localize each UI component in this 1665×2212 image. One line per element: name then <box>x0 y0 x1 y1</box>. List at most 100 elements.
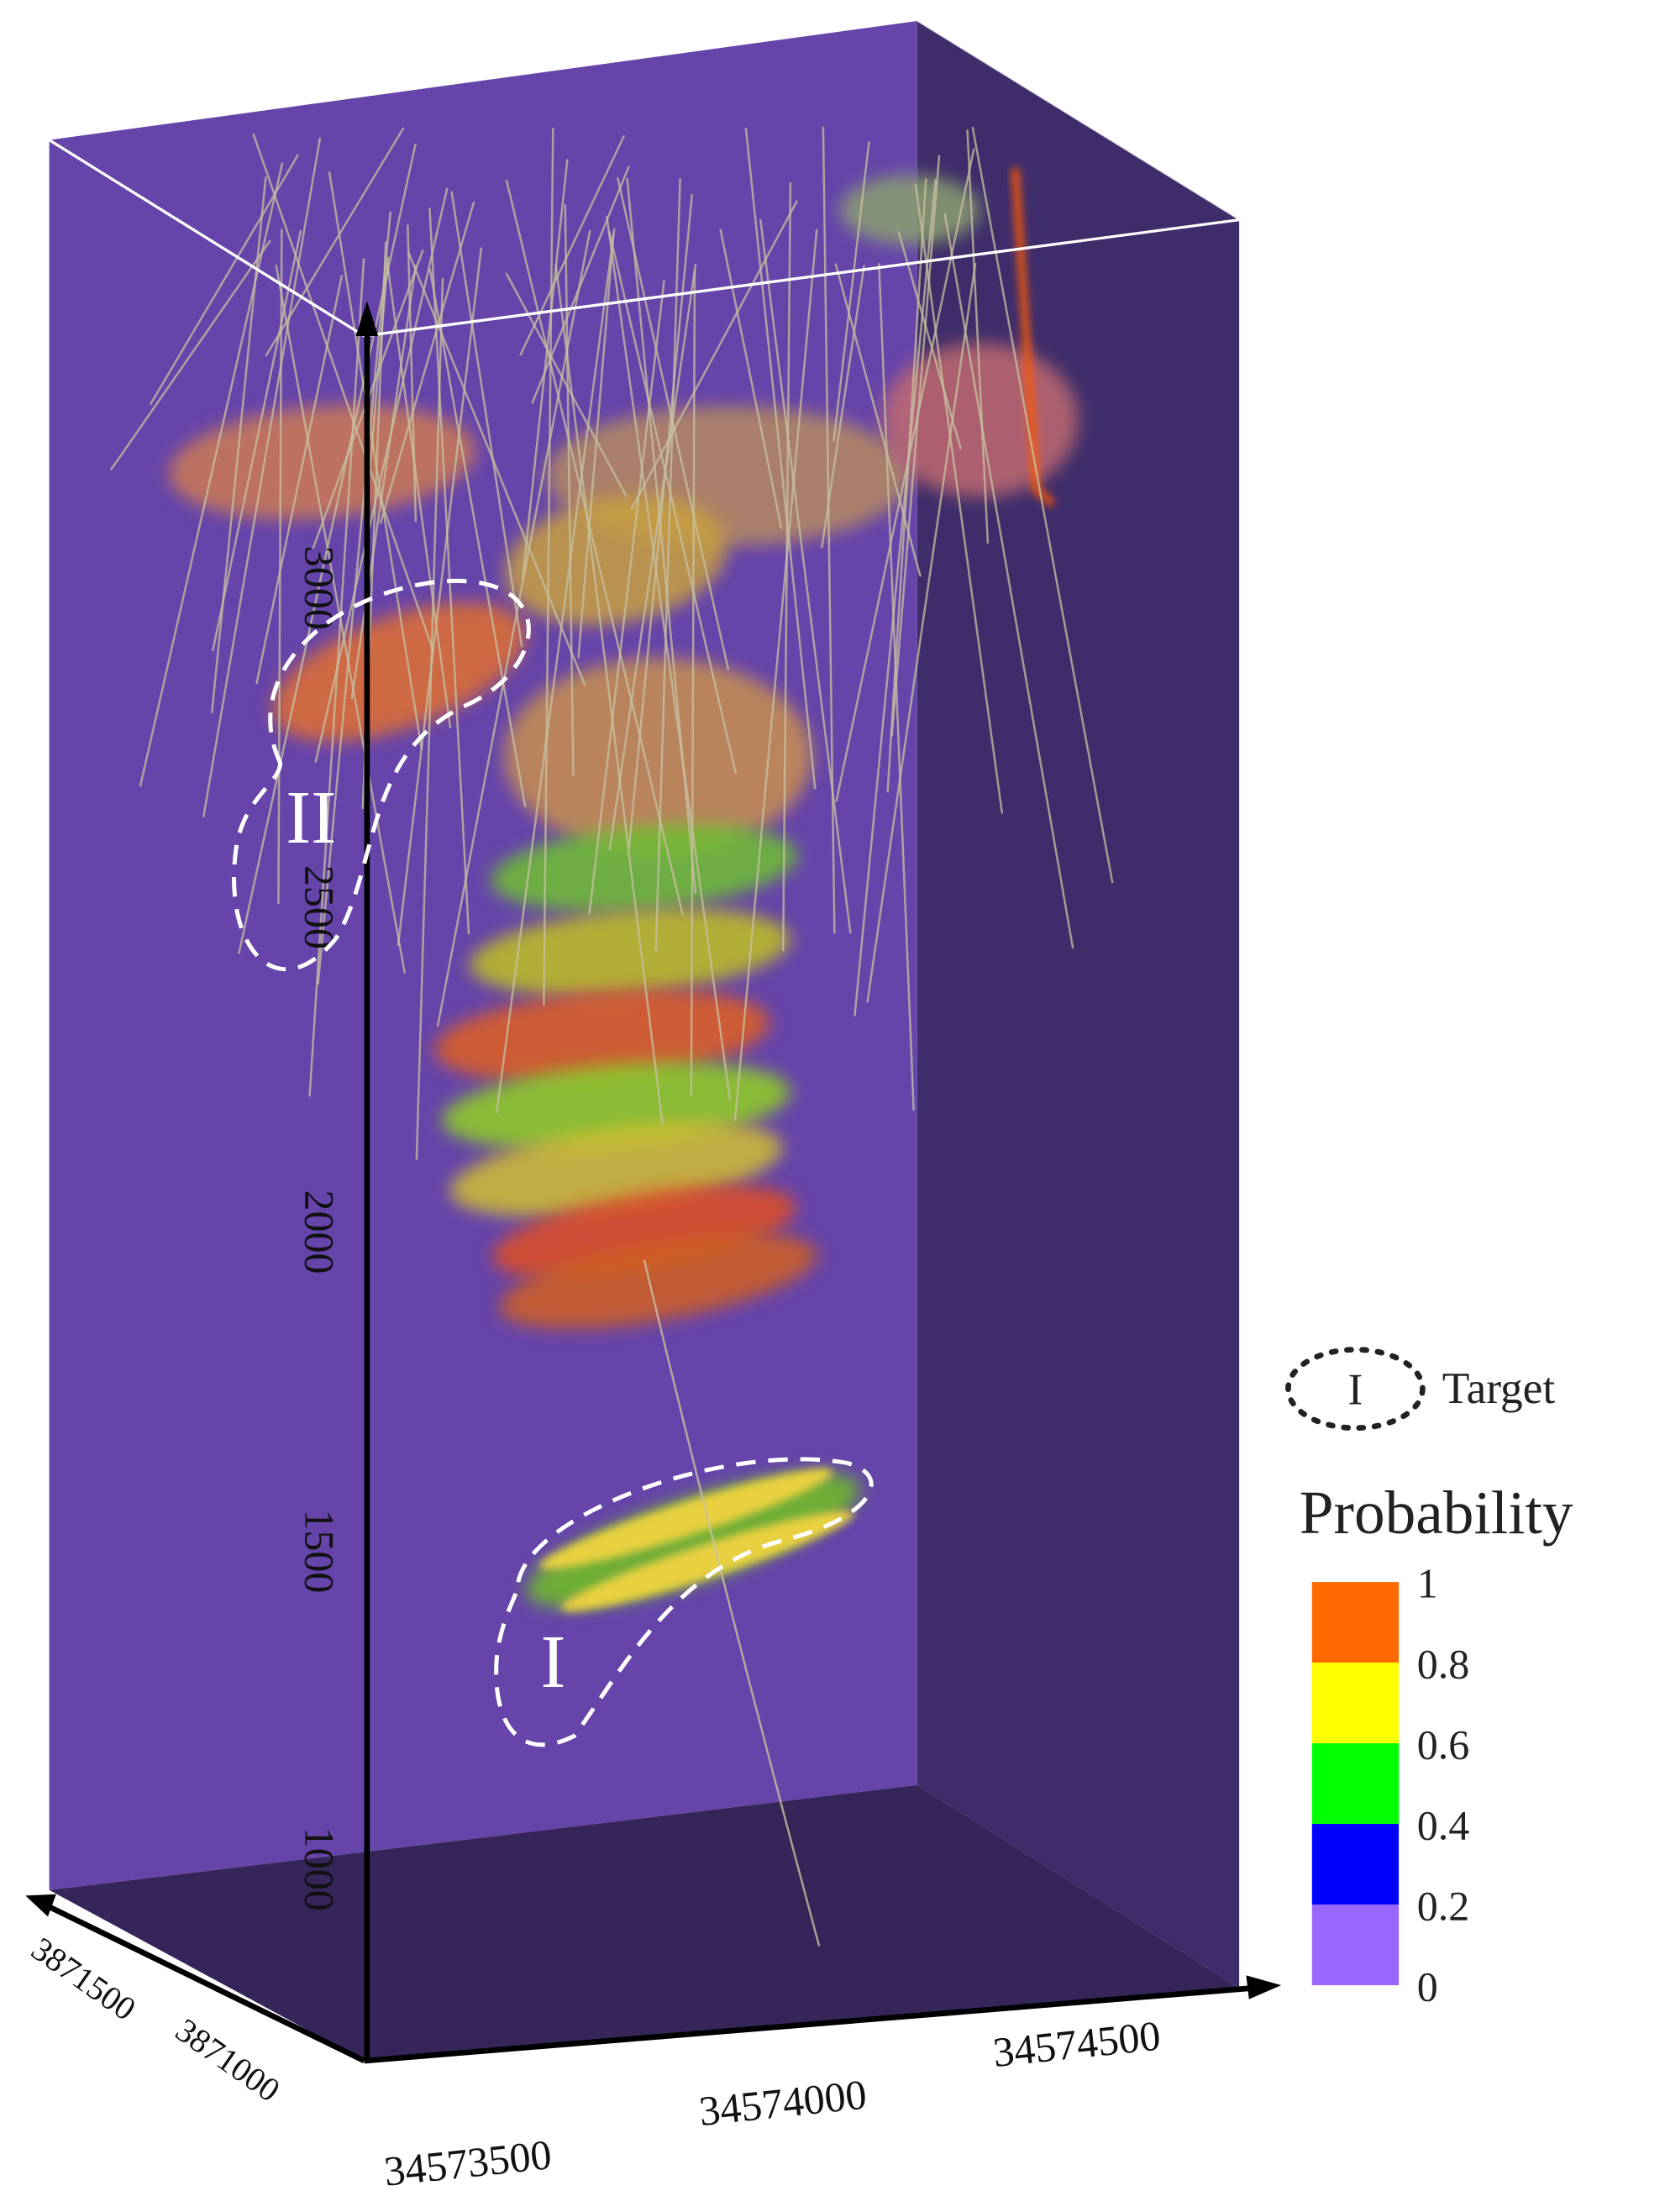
z-tick-label: 2500 <box>297 865 344 949</box>
target-outlines <box>232 579 874 1747</box>
drill-hole <box>822 126 836 934</box>
drill-hole <box>744 128 817 790</box>
drill-hole <box>608 263 697 851</box>
colorbar-tick-label: 0.6 <box>1417 1721 1469 1768</box>
drill-hole <box>531 166 630 404</box>
drill-hole <box>834 263 922 577</box>
drill-hole <box>397 247 483 946</box>
drill-hole <box>654 178 681 952</box>
volume-blob <box>499 1233 817 1329</box>
drill-hole <box>407 251 586 686</box>
drill-hole <box>505 272 628 497</box>
volume-blob <box>560 1511 854 1611</box>
drill-hole <box>407 224 418 523</box>
drill-hole <box>781 181 792 951</box>
volume-blob <box>434 989 770 1084</box>
drill-hole <box>854 179 937 1017</box>
colorbar-tick-label: 1 <box>1417 1559 1438 1606</box>
colorbar-segment <box>1311 1582 1400 1663</box>
volume-blob <box>504 658 812 854</box>
y-axis <box>48 1904 366 2064</box>
volume-blob <box>492 1185 796 1279</box>
volume-blob <box>470 907 791 996</box>
drill-hole <box>308 258 365 1097</box>
volume-blob <box>526 1473 860 1608</box>
drill-hole <box>238 143 417 954</box>
drill-hole <box>202 137 322 817</box>
legend-symbol-label: I <box>1348 1363 1363 1414</box>
x-axis <box>364 1985 1254 2064</box>
drill-holes <box>109 126 1114 1947</box>
drill-hole <box>255 275 344 685</box>
drill-hole <box>495 228 616 1114</box>
drill-hole <box>719 229 783 529</box>
drill-hole <box>210 176 267 713</box>
drill-hole <box>966 129 990 544</box>
drill-hole <box>505 179 685 916</box>
legend-label: Target <box>1442 1363 1556 1413</box>
volume-edge <box>1011 167 1056 507</box>
volume-blob <box>491 823 798 912</box>
z-tick-label: 1000 <box>297 1827 344 1911</box>
volume-blob <box>840 175 980 245</box>
colorbar: 1 0.8 0.6 0.4 0.2 0 <box>1311 1559 1469 2010</box>
volume-blob <box>505 495 727 625</box>
drill-hole <box>436 229 591 1027</box>
drill-hole <box>554 264 664 1126</box>
drill-hole <box>630 200 799 510</box>
z-tick-label: 1500 <box>297 1509 344 1593</box>
drill-hole <box>328 171 423 750</box>
target-outline <box>494 1457 874 1747</box>
drill-hole <box>577 234 615 659</box>
drill-hole <box>519 134 626 356</box>
drill-hole <box>690 270 696 1096</box>
colorbar-segment <box>1311 1663 1400 1744</box>
z-tick-label: 2000 <box>297 1190 344 1274</box>
drill-hole <box>878 263 915 1111</box>
drill-hole <box>386 262 452 728</box>
box-edge <box>917 20 1240 221</box>
colorbar-tick-label: 0.2 <box>1417 1882 1469 1929</box>
drill-hole <box>139 162 284 787</box>
colorbar-segment <box>1311 1743 1400 1825</box>
colorbar-tick-label: 0.4 <box>1417 1801 1469 1848</box>
drill-hole <box>606 215 732 1101</box>
arrow <box>355 301 379 336</box>
drill-hole <box>379 201 475 524</box>
drill-hole <box>616 176 730 670</box>
volume-blob <box>539 1469 833 1569</box>
drill-hole <box>522 159 569 578</box>
arrow <box>25 1894 56 1917</box>
bottom-face <box>49 1784 1240 2062</box>
drill-hole <box>252 133 435 652</box>
drill-hole <box>450 191 523 648</box>
target-label: II <box>286 776 336 859</box>
drill-hole <box>350 264 418 700</box>
drill-hole <box>109 239 271 471</box>
target-label: I <box>541 1621 566 1704</box>
drill-hole <box>733 229 818 1121</box>
drill-hole <box>149 154 300 406</box>
drill-hole <box>277 229 283 904</box>
colorbar-tick-label: 0.8 <box>1417 1640 1469 1687</box>
probability-volume <box>168 167 1079 1611</box>
drill-hole <box>428 268 527 807</box>
drill-hole <box>890 155 941 737</box>
colorbar-segment <box>1311 1824 1400 1905</box>
volume-blob <box>272 602 526 742</box>
drill-hole <box>832 141 870 442</box>
drill-hole <box>643 1259 821 1947</box>
drill-hole <box>607 230 738 775</box>
axes <box>25 301 1282 2064</box>
drill-hole <box>943 213 1074 949</box>
drill-hole <box>211 229 302 652</box>
drill-hole <box>886 178 927 793</box>
target-outline <box>232 579 531 972</box>
right-face <box>917 20 1240 1989</box>
drill-hole <box>897 230 963 449</box>
colorbar-title: Probability <box>1300 1479 1573 1547</box>
drill-hole <box>543 128 554 1006</box>
drill-hole <box>415 278 444 1160</box>
legend-symbol <box>1285 1347 1426 1432</box>
